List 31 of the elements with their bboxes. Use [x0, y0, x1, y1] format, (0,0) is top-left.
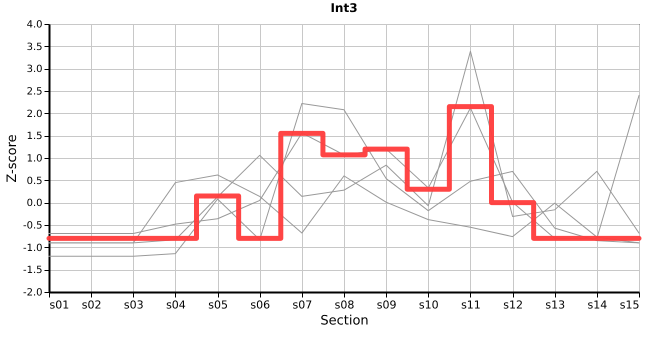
y-tick-label: 0.0: [26, 198, 42, 210]
x-tick-label: s06: [250, 298, 270, 312]
chart-title: Int3: [330, 1, 358, 15]
x-axis-title: Section: [320, 314, 369, 328]
y-tick-label: 4.0: [26, 20, 42, 30]
y-tick-label: 1.0: [26, 154, 42, 164]
x-tick-label: s11: [461, 298, 481, 312]
x-tick-label: s15: [620, 298, 640, 312]
x-tick-label: s08: [334, 298, 354, 312]
x-tick-label: s01: [50, 298, 70, 312]
x-tick-label: s02: [82, 298, 102, 312]
y-tick-label: 2.5: [26, 86, 42, 98]
y-tick-label: -1.0: [22, 242, 42, 254]
y-tick-label: -0.5: [22, 220, 42, 232]
x-tick-label: s13: [545, 298, 566, 312]
x-tick-label: s07: [292, 298, 312, 312]
x-tick-label: s09: [376, 298, 397, 312]
x-tick-label: s12: [503, 298, 523, 312]
y-tick-label: 3.0: [26, 64, 42, 76]
x-tick-label: s05: [208, 298, 228, 312]
y-tick-label: -1.5: [22, 265, 42, 276]
y-tick-label: 0.5: [26, 176, 42, 187]
y-tick-label: -2.0: [22, 288, 42, 298]
y-axis-title: Z-score: [4, 134, 20, 183]
y-tick-label: 2.0: [26, 108, 42, 120]
x-tick-label: s03: [124, 298, 144, 312]
x-tick-label: s14: [587, 298, 608, 312]
y-tick-label: 3.5: [26, 42, 42, 53]
x-tick-label: s10: [418, 298, 439, 312]
x-tick-label: s04: [166, 298, 186, 312]
y-tick-label: 1.5: [26, 131, 42, 142]
